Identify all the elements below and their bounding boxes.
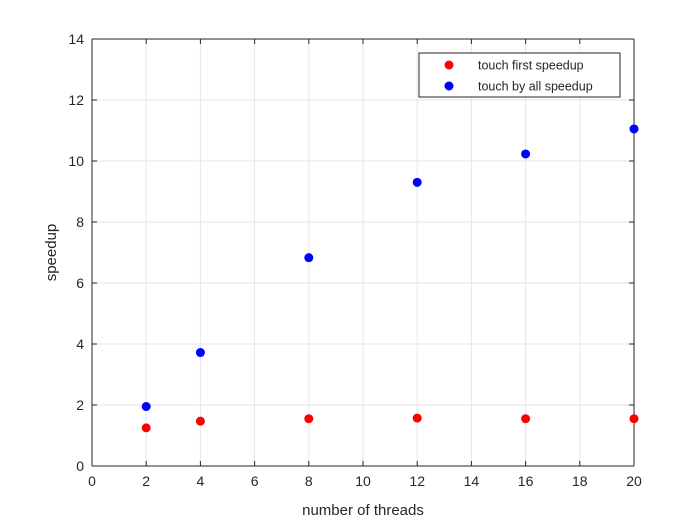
axes [91,38,635,467]
tick-labels: 0 2 4 6 8 10 12 14 16 18 20 0 2 4 6 8 10 12 14 [68,31,642,489]
data-point-series-2 [195,348,205,358]
x-tick-label: 12 [409,473,425,489]
x-tick-label: 0 [88,473,96,489]
y-tick-label: 2 [76,397,84,413]
legend-marker-2 [444,81,454,91]
y-tick-label: 10 [68,153,84,169]
data-point-series-1 [629,414,639,424]
grid [92,39,634,466]
data-point-series-2 [412,177,422,187]
x-tick-label: 20 [626,473,642,489]
legend-label-2: touch by all speedup [478,80,593,94]
data-point-series-1 [412,413,422,423]
x-tick-label: 2 [142,473,150,489]
x-tick-label: 4 [197,473,205,489]
y-tick-label: 8 [76,214,84,230]
data-point-series-1 [304,414,314,424]
x-tick-label: 6 [251,473,259,489]
data-point-series-1 [195,416,205,426]
x-tick-label: 10 [355,473,371,489]
legend: touch first speedup touch by all speedup [418,52,621,98]
x-tick-label: 16 [518,473,534,489]
x-axis-label: number of threads [302,502,424,519]
data-points [141,124,639,433]
x-tick-label: 8 [305,473,313,489]
x-tick-label: 18 [572,473,588,489]
x-tick-label: 14 [464,473,480,489]
legend-marker-1 [444,60,454,70]
data-point-series-1 [521,414,531,424]
legend-label-1: touch first speedup [478,59,584,73]
data-point-series-2 [304,253,314,263]
data-point-series-2 [629,124,639,134]
y-tick-label: 6 [76,275,84,291]
legend-box [418,52,621,98]
y-tick-label: 4 [76,336,84,352]
data-point-series-1 [141,423,151,433]
y-axis-label: speedup [43,224,60,282]
data-point-series-2 [521,149,531,159]
y-tick-label: 14 [68,31,84,47]
y-tick-label: 0 [76,458,84,474]
data-point-series-2 [141,402,151,412]
y-tick-label: 12 [68,92,84,108]
